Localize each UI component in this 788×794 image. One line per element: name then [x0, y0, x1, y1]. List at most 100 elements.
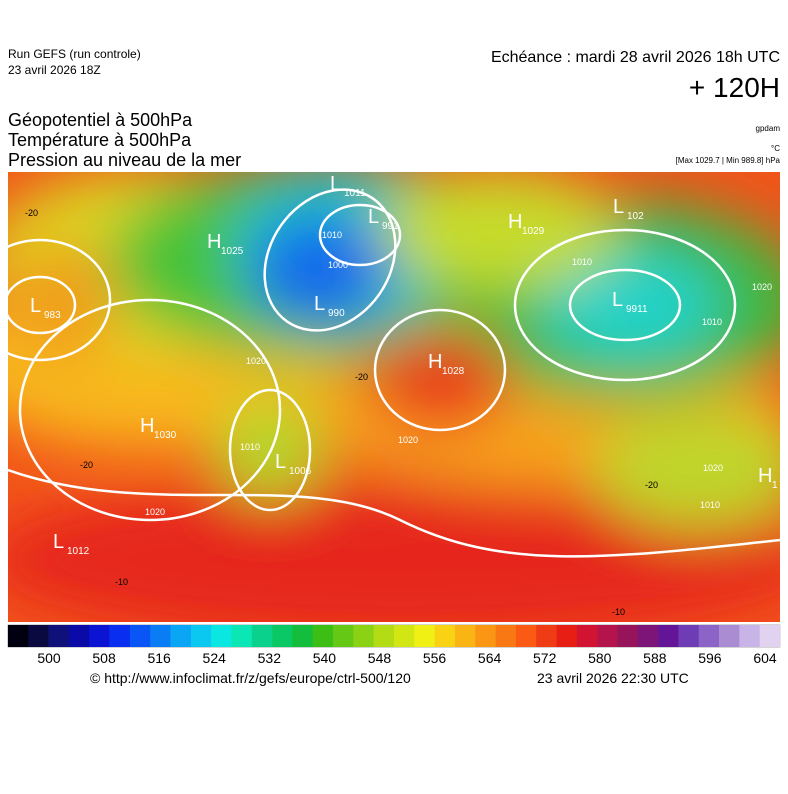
- colorbar-box: [251, 625, 273, 647]
- center-letter: L: [30, 295, 41, 317]
- colorbar-box: [475, 625, 496, 647]
- center-letter: L: [275, 451, 286, 473]
- isobar-label: 1020: [145, 507, 165, 517]
- colorbar-box: [373, 625, 395, 647]
- isotherm-label: -20: [80, 460, 93, 470]
- colorbar-box: [272, 625, 293, 647]
- colorbar-box: [170, 625, 192, 647]
- pressure-range: [Max 1029.7 | Min 989.8] hPa: [676, 156, 781, 165]
- center-letter: H: [758, 465, 772, 487]
- center-letter: L: [53, 531, 64, 553]
- colorbar-label: 516: [147, 650, 171, 666]
- unit: gpdam: [756, 124, 781, 133]
- source-url: © http://www.infoclimat.fr/z/gefs/europe…: [90, 670, 411, 686]
- colorbar-box: [8, 625, 29, 647]
- center-letter: L: [612, 289, 623, 311]
- colorbar-box: [28, 625, 49, 647]
- isobar-label: 1010: [702, 317, 722, 327]
- isobar-label: 1020: [752, 282, 772, 292]
- center-letter: L: [368, 206, 379, 228]
- center-value: 102: [627, 211, 644, 222]
- isotherm-label: -10: [612, 607, 625, 617]
- isobar-label: 1020: [398, 435, 418, 445]
- colorbar-box: [394, 625, 415, 647]
- isobar-label: 1020: [246, 356, 266, 366]
- colorbar-box: [414, 625, 435, 647]
- colorbar-box: [739, 625, 760, 647]
- colorbar-label: 524: [203, 650, 227, 666]
- isobar-label: 1010: [322, 230, 342, 240]
- colorbar-label: 604: [753, 650, 777, 666]
- isobar-label: 1000: [328, 260, 348, 270]
- colorbar-label: 540: [313, 650, 337, 666]
- legend-title: Pression au niveau de la mer: [8, 150, 241, 170]
- center-value: 991: [382, 221, 399, 232]
- colorbar-box: [658, 625, 679, 647]
- colorbar-box: [353, 625, 374, 647]
- colorbar-box: [759, 625, 781, 647]
- isobar-label: 1010: [240, 442, 260, 452]
- colorbar-box: [536, 625, 557, 647]
- colorbar-box: [190, 625, 212, 647]
- colorbar-box: [333, 625, 354, 647]
- isobar-label: 1010: [572, 257, 592, 267]
- center-value: 1028: [442, 366, 465, 377]
- colorbar-box: [434, 625, 456, 647]
- colorbar-box: [597, 625, 618, 647]
- center-letter: L: [314, 293, 325, 315]
- colorbar-box: [231, 625, 253, 647]
- colorbar-box: [211, 625, 232, 647]
- colorbar-box: [515, 625, 537, 647]
- center-value: 1025: [221, 246, 244, 257]
- colorbar-box: [312, 625, 334, 647]
- colorbar-box: [556, 625, 578, 647]
- center-letter: H: [428, 351, 442, 373]
- colorbar-box: [48, 625, 70, 647]
- colorbar-label: 596: [698, 650, 722, 666]
- colorbar-box: [576, 625, 598, 647]
- unit: °C: [771, 144, 780, 153]
- center-value: 1012: [67, 546, 90, 557]
- center-letter: L: [613, 196, 624, 218]
- map: [8, 172, 780, 622]
- colorbar-label: 580: [588, 650, 612, 666]
- lead-time: + 120H: [689, 72, 780, 103]
- colorbar-label: 532: [258, 650, 282, 666]
- colorbar-box: [698, 625, 720, 647]
- colorbar-label: 508: [92, 650, 116, 666]
- colorbar-box: [150, 625, 171, 647]
- isotherm-label: -20: [645, 480, 658, 490]
- colorbar-box: [637, 625, 659, 647]
- center-letter: H: [140, 415, 154, 437]
- isotherm-label: -20: [355, 372, 368, 382]
- center-letter: H: [207, 231, 221, 253]
- colorbar-label: 548: [368, 650, 392, 666]
- colorbar-box: [495, 625, 517, 647]
- legend-title: Géopotentiel à 500hPa: [8, 110, 193, 130]
- center-letter: H: [508, 211, 522, 233]
- isotherm-label: -20: [25, 208, 38, 218]
- center-value: 9911: [626, 304, 648, 315]
- colorbar-label: 556: [423, 650, 447, 666]
- echeance: Echéance : mardi 28 avril 2026 18h UTC: [491, 49, 780, 66]
- colorbar-label: 500: [37, 650, 61, 666]
- isobar-label: 1020: [703, 463, 723, 473]
- colorbar-box: [68, 625, 90, 647]
- isotherm-label: -10: [115, 577, 128, 587]
- legend-title: Température à 500hPa: [8, 130, 192, 150]
- issue-time: 23 avril 2026 22:30 UTC: [537, 670, 689, 686]
- isobar-label: 1010: [700, 500, 720, 510]
- center-value: 1029: [522, 226, 545, 237]
- center-letter: L: [330, 173, 341, 195]
- center-value: 983: [44, 310, 61, 321]
- colorbar-box: [719, 625, 740, 647]
- colorbar-box: [617, 625, 639, 647]
- colorbar-label: 564: [478, 650, 502, 666]
- colorbar-box: [292, 625, 314, 647]
- run: Run GEFS (run controle): [8, 47, 141, 61]
- colorbar-box: [89, 625, 110, 647]
- colorbar-box: [678, 625, 700, 647]
- center-value: 1006: [289, 466, 312, 477]
- colorbar-label: 572: [533, 650, 557, 666]
